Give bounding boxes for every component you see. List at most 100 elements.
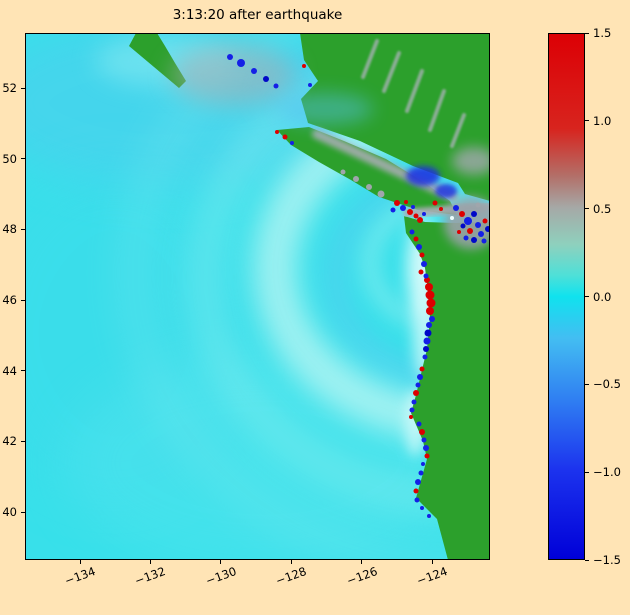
coastal-wave-speckle (457, 230, 461, 234)
coastal-wave-speckle (409, 229, 415, 235)
y-tick-label: 52 (2, 81, 17, 95)
coastal-wave-speckle (424, 277, 430, 283)
coastal-wave-speckle (251, 68, 257, 74)
coastal-wave-speckle (411, 205, 415, 209)
coastal-wave-speckle (275, 130, 279, 134)
y-tick-mark (21, 299, 25, 301)
strait-water-patch (171, 45, 295, 105)
coastal-wave-speckle (482, 218, 488, 224)
y-tick-mark (21, 228, 25, 230)
coastal-wave-speckle (475, 202, 481, 208)
coastal-wave-speckle (453, 205, 459, 211)
coastal-wave-speckle (478, 231, 484, 237)
x-tick-mark (149, 560, 151, 564)
colorbar-gradient (548, 33, 585, 560)
coastal-wave-speckle (411, 399, 417, 405)
plot-title: 3:13:20 after earthquake (172, 7, 343, 23)
coastal-wave-speckle (424, 329, 432, 337)
coastal-wave-speckle (427, 514, 431, 518)
coastal-wave-speckle (302, 64, 306, 68)
x-tick-label: −128 (273, 564, 309, 588)
strait-water-patch (277, 93, 373, 125)
coastal-wave-speckle (429, 316, 435, 322)
strait-water-patch (406, 166, 440, 186)
coastal-wave-speckle (340, 169, 346, 175)
coastal-wave-speckle (419, 366, 425, 372)
map-plot (25, 33, 490, 560)
coastal-wave-speckle (308, 83, 312, 87)
coastal-wave-speckle (475, 222, 481, 228)
land-bc-mainland (300, 33, 490, 201)
colorbar-tick-label: 0.0 (593, 289, 612, 304)
coastal-wave-speckle (425, 283, 433, 291)
colorbar-tick-mark (585, 559, 589, 561)
coastal-wave-speckle (413, 488, 419, 494)
coastal-wave-speckle (425, 290, 435, 300)
colorbar-tick-label: 1.5 (593, 26, 612, 40)
land-vancouver-island (277, 127, 457, 215)
coastal-wave-speckle (432, 200, 438, 206)
colorbar-tick-mark (585, 296, 589, 297)
coastal-wave-speckle (485, 226, 490, 232)
coastal-wave-speckle (237, 59, 245, 67)
coastal-wave-speckle (409, 407, 415, 413)
coastal-wave-speckle (450, 216, 454, 220)
coastal-wave-speckle (377, 190, 385, 198)
coastal-wave-speckle (417, 217, 423, 223)
x-tick-label: −126 (344, 564, 379, 588)
colorbar-tick-mark (585, 208, 589, 210)
strait-water-patch (312, 129, 458, 202)
x-tick-mark (361, 560, 363, 564)
coastal-wave-speckle (423, 337, 431, 345)
coastal-wave-speckle (273, 83, 279, 89)
colorbar-tick-mark (585, 471, 589, 473)
y-tick-mark (21, 87, 25, 89)
coastal-wave-speckle (423, 346, 429, 352)
y-tick-mark (21, 440, 25, 442)
coastal-wave-speckle (418, 269, 424, 275)
x-tick-label: −130 (203, 564, 239, 588)
coastal-wave-speckle (227, 54, 233, 60)
coastal-wave-speckle (426, 298, 436, 308)
coastal-wave-speckle (290, 141, 294, 145)
coastal-wave-speckle (421, 462, 425, 466)
x-tick-label: −124 (414, 564, 450, 588)
coastal-wave-speckle (421, 437, 427, 443)
coastal-wave-speckle (419, 252, 425, 258)
strait-water-patch (428, 89, 446, 132)
y-tick-mark (21, 370, 25, 372)
coastal-wave-speckle (423, 273, 429, 279)
wave-patch (121, 33, 490, 560)
colorbar-tick-label: 0.5 (593, 201, 612, 216)
plot-border (25, 33, 490, 560)
colorbar-tick-label: −1.0 (593, 465, 621, 480)
coastal-wave-speckle (422, 212, 426, 216)
x-tick-mark (431, 560, 433, 564)
coastal-wave-speckle (407, 209, 413, 215)
y-tick-label: 46 (2, 293, 17, 307)
coastal-wave-speckle (422, 354, 428, 360)
x-tick-mark (220, 560, 222, 564)
x-tick-mark (290, 560, 292, 564)
map-canvas (25, 33, 490, 560)
coastal-wave-speckle (464, 217, 472, 225)
coastal-wave-speckle (366, 184, 372, 190)
colorbar-tick-label: −0.5 (593, 377, 621, 392)
coastal-wave-speckle (400, 205, 406, 211)
strait-water-patch (405, 69, 424, 113)
coastal-wave-speckle (394, 200, 400, 206)
strait-water-patch (382, 51, 401, 93)
coastal-wave-speckle (413, 213, 419, 219)
coastal-wave-speckle (424, 453, 430, 459)
coastal-wave-speckle (282, 134, 288, 140)
coastal-wave-speckle (414, 497, 420, 503)
coastal-wave-speckle (353, 176, 359, 182)
coastal-wave-speckle (467, 228, 473, 234)
coastal-wave-speckle (421, 261, 427, 267)
y-tick-label: 40 (2, 505, 17, 519)
coastal-wave-speckle (419, 429, 425, 435)
coastal-wave-speckle (418, 470, 424, 476)
strait-water-patch (361, 39, 379, 79)
strait-water-patch (452, 147, 490, 175)
